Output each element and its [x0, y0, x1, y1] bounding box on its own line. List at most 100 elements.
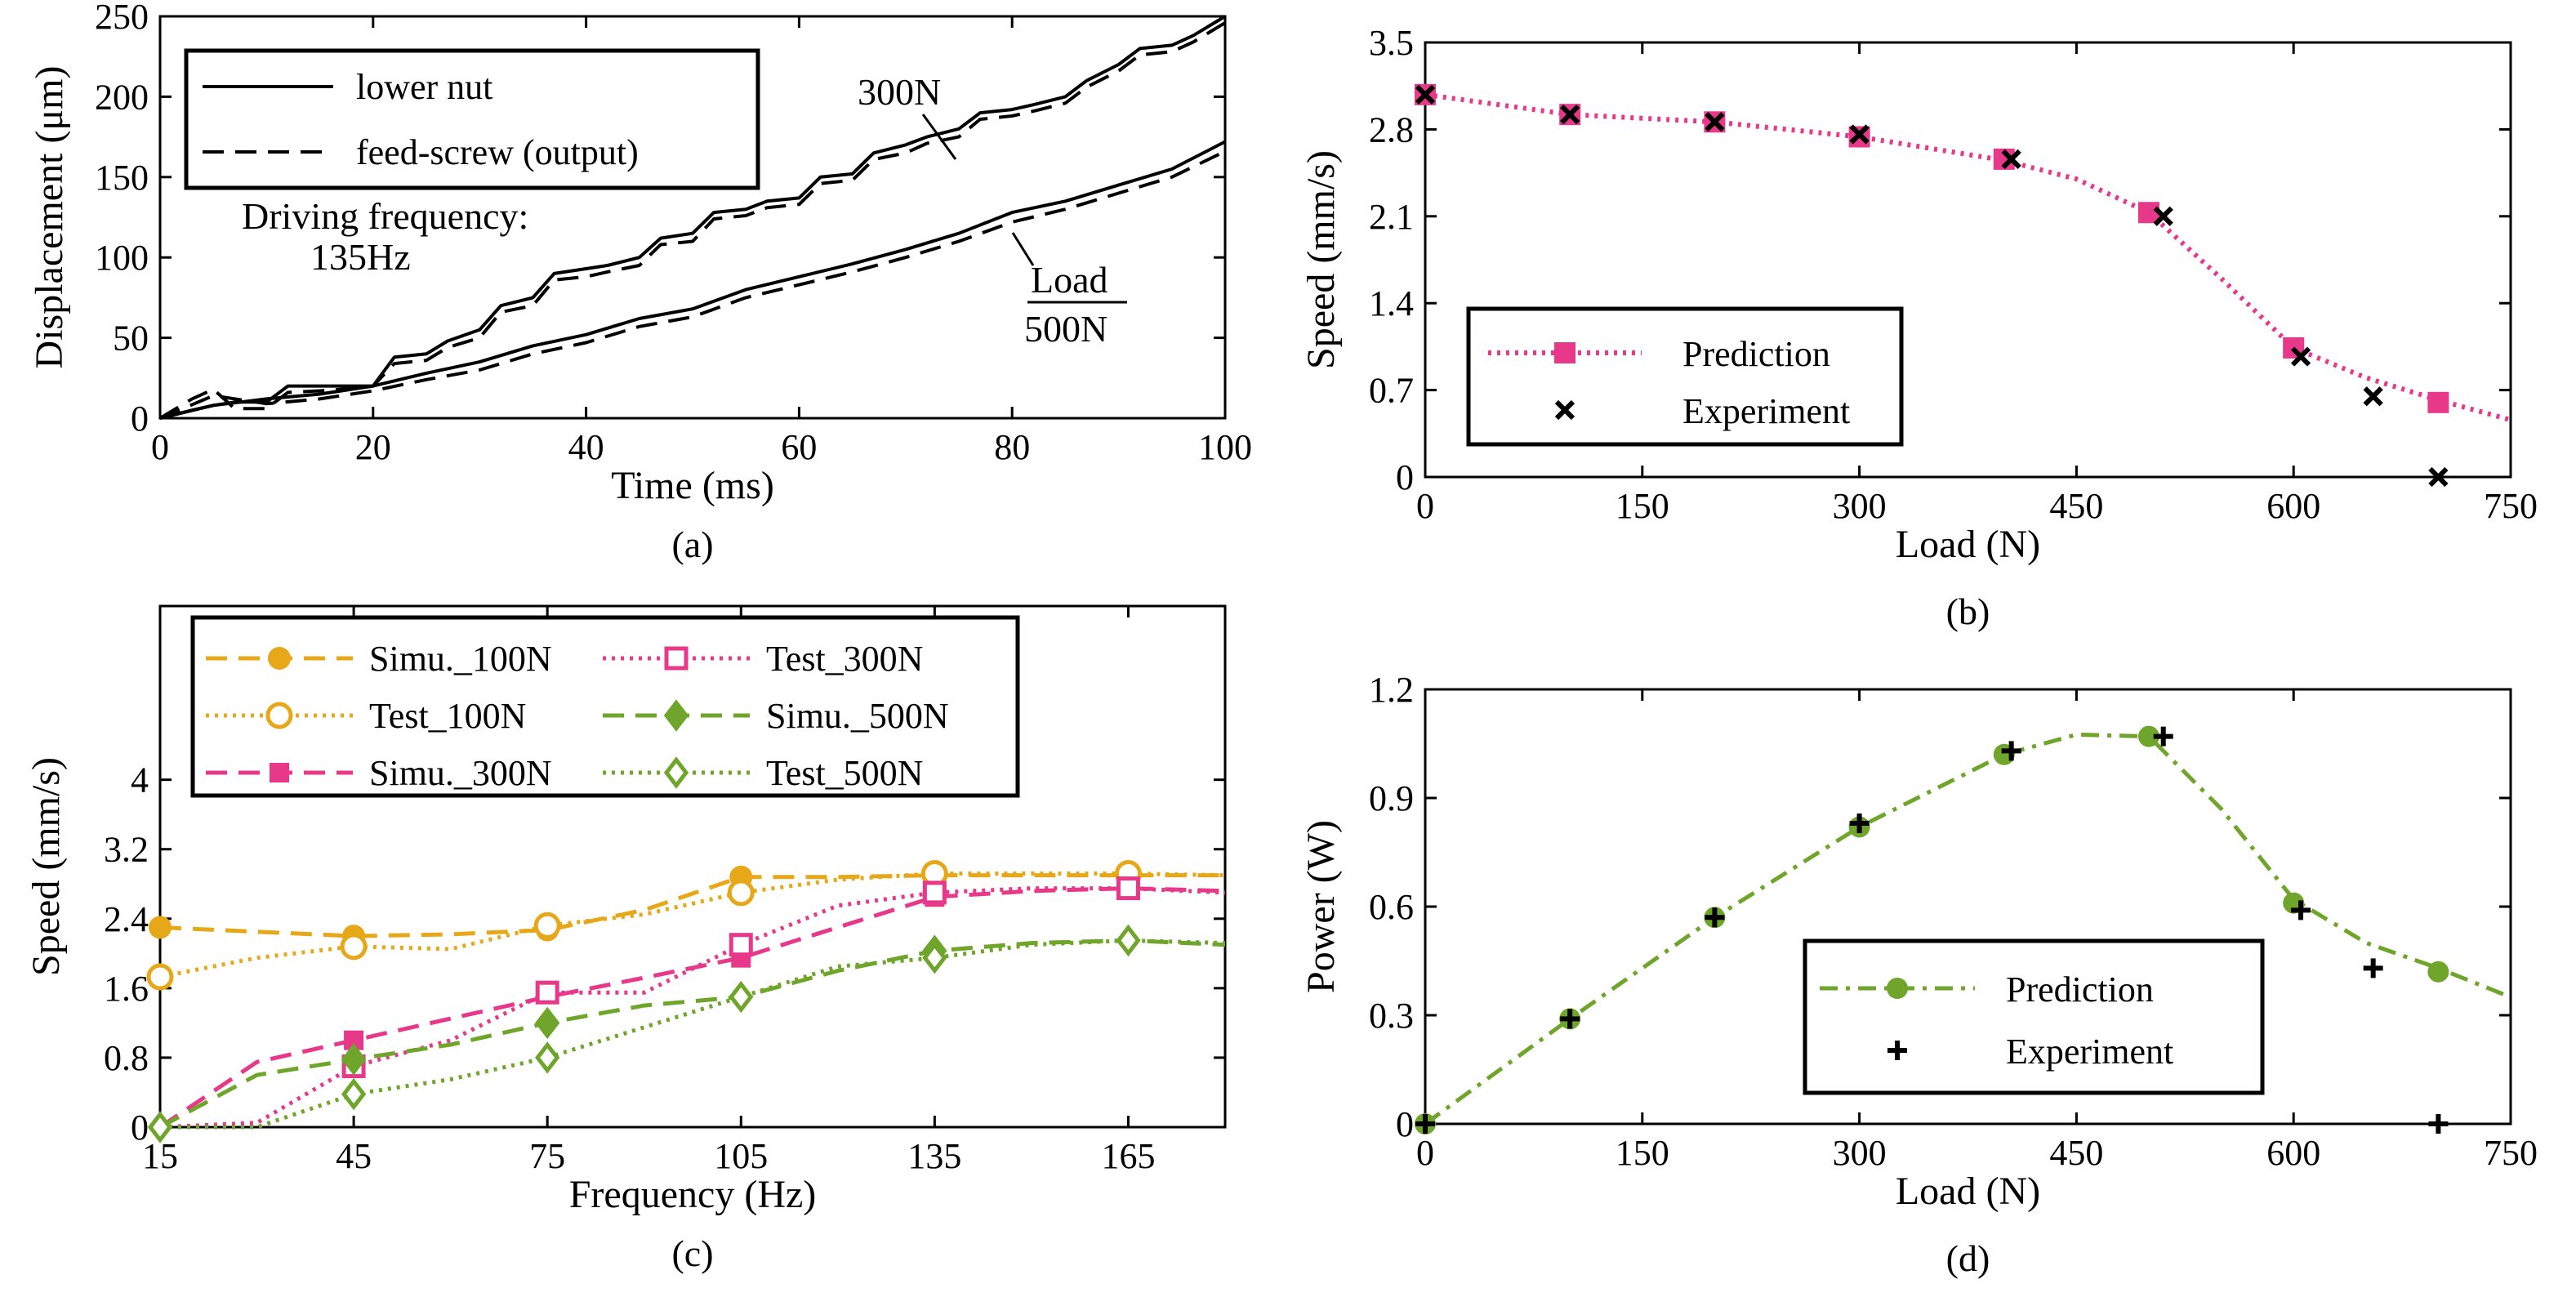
x-tick-label: 45 — [336, 1136, 372, 1176]
experiment-marker — [2001, 741, 2021, 761]
legend-swatch-marker — [664, 646, 689, 671]
panel-caption: (b) — [1946, 591, 1990, 632]
series-marker — [1116, 924, 1141, 957]
legend-label-prediction: Prediction — [1682, 334, 1830, 374]
experiment-marker — [1560, 1009, 1580, 1029]
annotation-300N: 300N — [858, 71, 941, 113]
series-marker — [147, 1111, 173, 1143]
y-tick-label: 1.6 — [104, 969, 149, 1009]
y-axis-label: Speed (mm/s) — [1299, 150, 1343, 369]
x-tick-label: 60 — [781, 427, 817, 467]
legend-swatch-marker — [663, 756, 689, 789]
x-tick-label: 600 — [2266, 486, 2320, 526]
experiment-marker — [1560, 105, 1580, 125]
annotation-300N-pointer — [921, 114, 957, 160]
y-tick-label: 0.3 — [1369, 996, 1414, 1036]
series-line — [159, 886, 1226, 1130]
y-axis-label: Speed (mm/s) — [25, 757, 68, 976]
y-tick-label: 1.2 — [1369, 670, 1414, 710]
y-tick-label: 0 — [1396, 1104, 1414, 1144]
prediction-marker — [2138, 725, 2159, 747]
legend-box — [1466, 306, 1904, 447]
panel-d-power-vs-load-chart: 0 150 300 450 600 750 0 0.3 0.6 0.9 1.2 Load (N) Pow… — [1299, 670, 2538, 1279]
series-marker — [340, 933, 368, 961]
y-tick-label: 3.2 — [104, 830, 149, 870]
y-tick-label: 2.1 — [1369, 197, 1414, 237]
y-tick-label: 0 — [131, 399, 149, 439]
plot-frame — [158, 604, 1227, 1129]
panel-caption: (c) — [671, 1233, 713, 1274]
y-axis-label: Displacement (μm) — [28, 66, 71, 369]
series-line — [159, 871, 1226, 979]
experiment-marker — [2001, 149, 2021, 170]
series-marker — [535, 1041, 560, 1074]
y-axis-label: Power (W) — [1299, 820, 1343, 993]
legend-label: Test_500N — [766, 753, 923, 793]
legend-swatch-marker — [663, 699, 689, 732]
y-tick-label: 0.9 — [1369, 778, 1414, 818]
legend-label-lower-nut: lower nut — [356, 67, 492, 107]
legend-box — [184, 48, 760, 190]
series-marker — [1116, 876, 1140, 901]
panel-caption: (a) — [671, 524, 713, 565]
legend-label: Simu._100N — [369, 639, 552, 679]
x-tick-label: 600 — [2266, 1133, 2320, 1173]
legend-swatch-marker — [265, 702, 293, 729]
y-tick-label: 2.8 — [1369, 109, 1414, 149]
y-tick-label: 250 — [95, 0, 149, 37]
legend-swatch-marker — [268, 647, 291, 670]
prediction-marker — [2427, 391, 2449, 413]
series-line — [159, 873, 1225, 938]
x-tick-label: 165 — [1101, 1136, 1155, 1176]
experiment-marker — [2291, 900, 2311, 920]
series-line — [158, 886, 1226, 1130]
y-tick-label: 200 — [95, 77, 149, 117]
y-tick-label: 0 — [1396, 457, 1414, 497]
x-axis-label: Load (N) — [1896, 523, 2040, 566]
panel-a-displacement-chart: 0 20 40 60 80 100 0 50 100 150 200 250 Time (ms) Disp… — [28, 0, 1252, 565]
legend-box — [190, 615, 1020, 798]
prediction-line — [1424, 91, 2511, 422]
x-axis-label: Time (ms) — [611, 464, 774, 507]
y-tick-label: 1.4 — [1369, 283, 1414, 323]
x-tick-label: 135 — [907, 1136, 961, 1176]
prediction-marker — [2138, 202, 2159, 224]
y-tick-label: 50 — [113, 319, 149, 359]
legend-marker-prediction — [1554, 342, 1575, 363]
x-axis-label: Load (N) — [1896, 1170, 2040, 1213]
experiment-marker — [1415, 84, 1436, 105]
x-tick-label: 20 — [355, 427, 391, 467]
experiment-marker — [1415, 1114, 1435, 1134]
x-tick-label: 100 — [1198, 427, 1252, 467]
y-tick-label: 2.4 — [104, 899, 149, 939]
plot-frame — [158, 15, 1227, 420]
x-tick-label: 750 — [2484, 1133, 2538, 1173]
y-tick-label: 0 — [131, 1108, 149, 1148]
x-tick-label: 0 — [1416, 486, 1434, 526]
series-marker — [535, 980, 559, 1005]
legend-marker-experiment — [1554, 399, 1575, 421]
legend-marker-prediction — [1887, 978, 1908, 999]
series-marker — [535, 1006, 560, 1040]
x-tick-label: 40 — [568, 427, 604, 467]
y-tick-label: 150 — [95, 158, 149, 198]
experiment-marker — [2290, 346, 2311, 367]
data-series-line — [158, 21, 1227, 420]
experiment-marker — [2363, 958, 2383, 978]
prediction-marker — [2427, 961, 2449, 983]
legend-label: Test_300N — [766, 639, 923, 679]
experiment-marker — [1849, 124, 1870, 145]
legend-box — [1803, 938, 2265, 1095]
experiment-marker — [2153, 206, 2173, 226]
y-tick-label: 0.6 — [1369, 887, 1414, 927]
y-tick-label: 3.5 — [1369, 23, 1414, 63]
series-marker — [341, 1077, 367, 1111]
legend-marker-experiment — [1887, 1041, 1907, 1060]
x-tick-label: 450 — [2049, 486, 2103, 526]
experiment-marker — [2363, 386, 2383, 407]
experiment-marker — [1705, 112, 1725, 132]
x-tick-label: 450 — [2049, 1133, 2103, 1173]
x-tick-label: 300 — [1833, 1133, 1887, 1173]
